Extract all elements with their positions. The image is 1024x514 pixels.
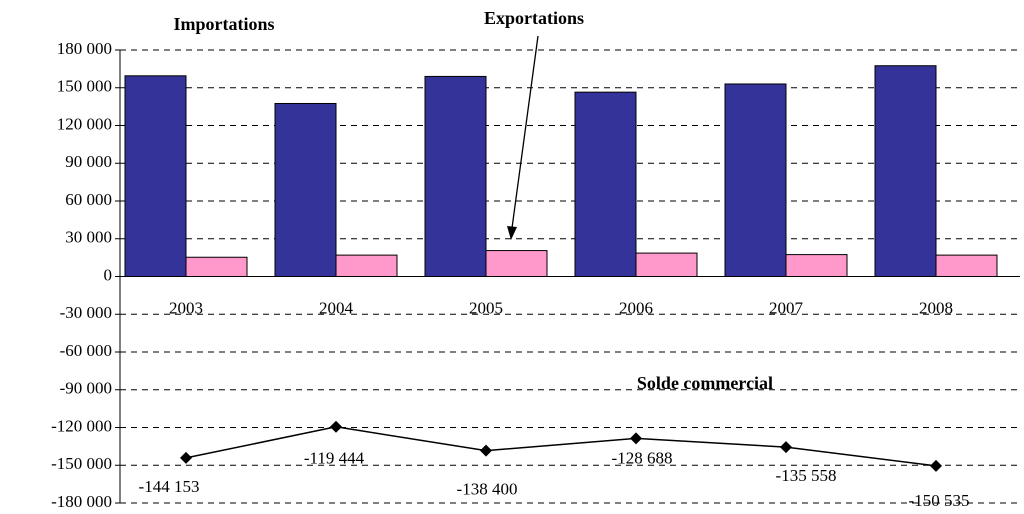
marker <box>930 459 942 472</box>
y-tick-label: 150 000 <box>57 77 112 96</box>
marker <box>780 441 792 454</box>
data-label: -128 688 <box>612 448 673 467</box>
y-tick-label: 60 000 <box>65 190 112 209</box>
bar <box>485 250 548 278</box>
data-label: -150 535 <box>909 491 970 510</box>
y-tick-label: 0 <box>104 265 113 284</box>
data-label: -138 400 <box>457 480 518 499</box>
y-tick-label: 90 000 <box>65 152 112 171</box>
arrow-head <box>507 226 517 240</box>
data-label: -119 444 <box>304 449 365 468</box>
marker <box>630 432 642 445</box>
x-tick-label: 2006 <box>619 298 653 317</box>
solde-annotation: Solde commercial <box>637 373 773 393</box>
bar <box>185 256 248 277</box>
bar <box>424 75 487 277</box>
marker <box>180 451 192 464</box>
y-tick-label: -60 000 <box>60 341 112 360</box>
bar <box>785 254 848 277</box>
y-tick-label: -120 000 <box>51 416 112 435</box>
bar <box>335 254 398 278</box>
bar <box>274 102 337 277</box>
data-label: -144 153 <box>139 477 200 496</box>
y-tick-label: -180 000 <box>51 492 112 511</box>
arrow-line <box>511 35 539 229</box>
x-tick-label: 2008 <box>919 298 953 317</box>
x-tick-label: 2004 <box>319 298 354 317</box>
line <box>185 426 937 467</box>
y-tick-label: 180 000 <box>57 39 112 58</box>
importations-annotation: Importations <box>173 14 274 34</box>
bar <box>574 91 637 278</box>
bar <box>635 252 698 278</box>
bar <box>124 75 187 277</box>
bar <box>724 83 787 277</box>
bar <box>874 65 937 277</box>
marker <box>330 420 342 433</box>
x-tick-label: 2007 <box>769 298 804 317</box>
exportations-annotation: Exportations <box>484 8 584 28</box>
x-tick-label: 2003 <box>169 298 203 317</box>
y-tick-label: 30 000 <box>65 228 112 247</box>
y-tick-label: -30 000 <box>60 303 112 322</box>
y-tick-label: 120 000 <box>57 114 112 133</box>
x-tick-label: 2005 <box>469 298 503 317</box>
bar <box>935 254 998 278</box>
y-tick-label: -150 000 <box>51 454 112 473</box>
y-tick-label: -90 000 <box>60 379 112 398</box>
data-label: -135 558 <box>776 466 837 485</box>
marker <box>480 444 492 457</box>
